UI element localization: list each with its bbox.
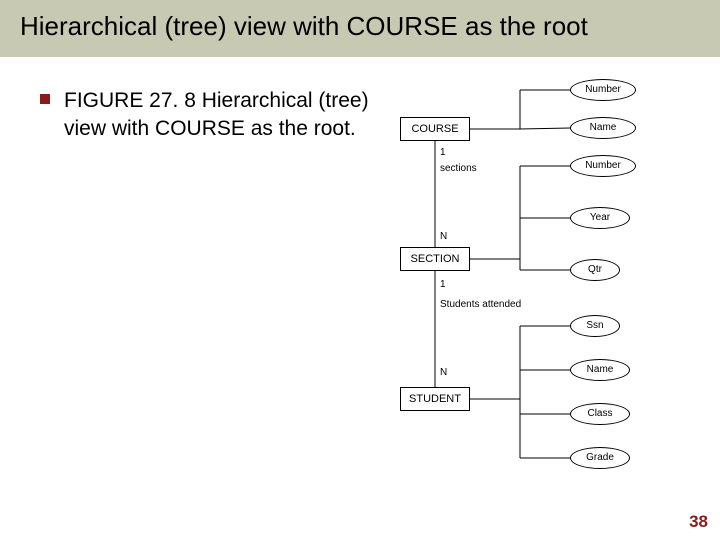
page-number: 38 xyxy=(689,512,708,532)
attribute-st_ssn: Ssn xyxy=(570,315,620,337)
entity-student: STUDENT xyxy=(400,387,470,411)
edge-label: sections xyxy=(440,163,477,174)
edge-label: 1 xyxy=(440,279,446,290)
attribute-s_number: Number xyxy=(570,155,636,177)
attribute-c_number: Number xyxy=(570,79,636,101)
tree-diagram: COURSE SECTION STUDENT Number Name Number Year… xyxy=(380,67,700,467)
edge-label: Students attended xyxy=(440,299,521,310)
slide-title: Hierarchical (tree) view with COURSE as … xyxy=(20,10,700,43)
entity-course: COURSE xyxy=(400,117,470,141)
attribute-c_name: Name xyxy=(570,117,636,139)
body-area: FIGURE 27. 8 Hierarchical (tree) view wi… xyxy=(0,57,720,503)
edge-label: 1 xyxy=(440,147,446,158)
edge-label: N xyxy=(440,367,447,378)
title-band: Hierarchical (tree) view with COURSE as … xyxy=(0,0,720,57)
entity-section: SECTION xyxy=(400,247,470,271)
slide-root: Hierarchical (tree) view with COURSE as … xyxy=(0,0,720,540)
bullet-square-icon xyxy=(40,94,50,104)
edge-label: N xyxy=(440,231,447,242)
bullet-text: FIGURE 27. 8 Hierarchical (tree) view wi… xyxy=(64,87,404,144)
attribute-st_grade: Grade xyxy=(570,447,630,469)
attribute-st_class: Class xyxy=(570,403,630,425)
attribute-st_name: Name xyxy=(570,359,630,381)
attribute-s_year: Year xyxy=(570,207,630,229)
attribute-s_qtr: Qtr xyxy=(570,259,620,281)
